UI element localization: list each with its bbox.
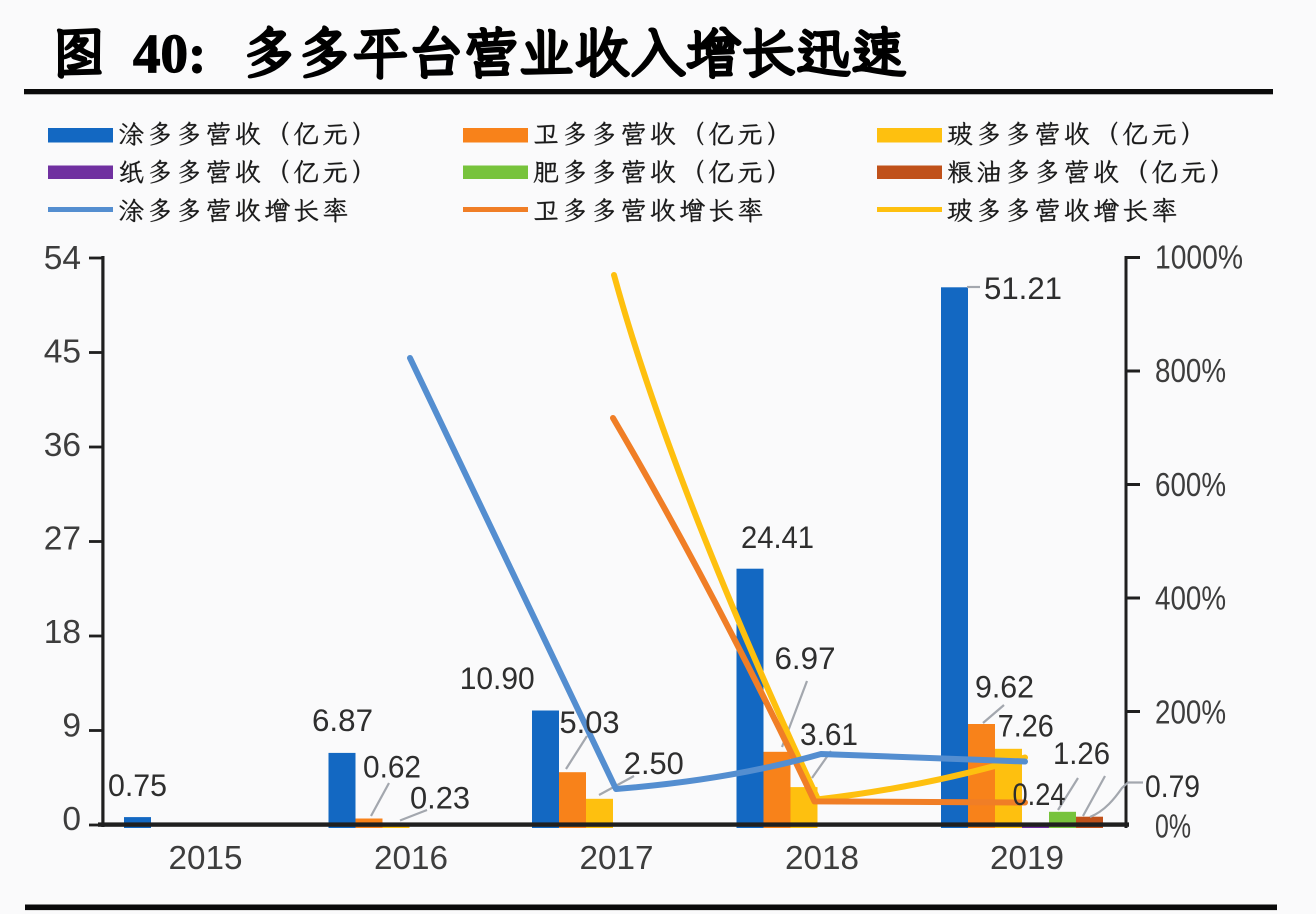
svg-text:54: 54	[44, 240, 81, 277]
svg-text:36: 36	[44, 427, 81, 464]
svg-text:0.23: 0.23	[410, 780, 470, 816]
svg-text:600%: 600%	[1155, 467, 1226, 504]
svg-text:1000%: 1000%	[1155, 239, 1243, 276]
svg-text:2.50: 2.50	[624, 745, 684, 781]
svg-text:800%: 800%	[1155, 353, 1226, 390]
svg-text:0.24: 0.24	[1013, 776, 1066, 812]
svg-text:2019: 2019	[990, 840, 1064, 877]
svg-text:0.62: 0.62	[363, 749, 421, 785]
svg-text:2015: 2015	[169, 840, 243, 877]
svg-text:9.62: 9.62	[975, 669, 1034, 705]
svg-text:51.21: 51.21	[984, 270, 1062, 306]
svg-text:24.41: 24.41	[741, 519, 814, 555]
svg-text:40:: 40:	[133, 23, 206, 84]
svg-text:0%: 0%	[1155, 808, 1191, 845]
svg-text:400%: 400%	[1155, 581, 1226, 618]
svg-text:200%: 200%	[1155, 695, 1226, 732]
svg-text:10.90: 10.90	[460, 660, 535, 696]
svg-text:0.75: 0.75	[108, 767, 167, 803]
svg-text:2018: 2018	[785, 840, 859, 877]
svg-text:5.03: 5.03	[560, 704, 620, 740]
svg-text:0: 0	[62, 801, 81, 838]
svg-text:18: 18	[44, 614, 81, 651]
svg-text:1.26: 1.26	[1053, 735, 1110, 771]
svg-text:2016: 2016	[374, 840, 448, 877]
svg-text:3.61: 3.61	[800, 716, 858, 752]
svg-text:45: 45	[44, 333, 81, 370]
svg-text:27: 27	[44, 520, 81, 557]
svg-text:2017: 2017	[580, 840, 654, 877]
svg-text:7.26: 7.26	[998, 708, 1054, 744]
svg-text:6.97: 6.97	[775, 640, 836, 676]
svg-text:6.87: 6.87	[312, 702, 373, 738]
svg-text:0.79: 0.79	[1145, 768, 1200, 804]
svg-text:9: 9	[62, 707, 81, 744]
